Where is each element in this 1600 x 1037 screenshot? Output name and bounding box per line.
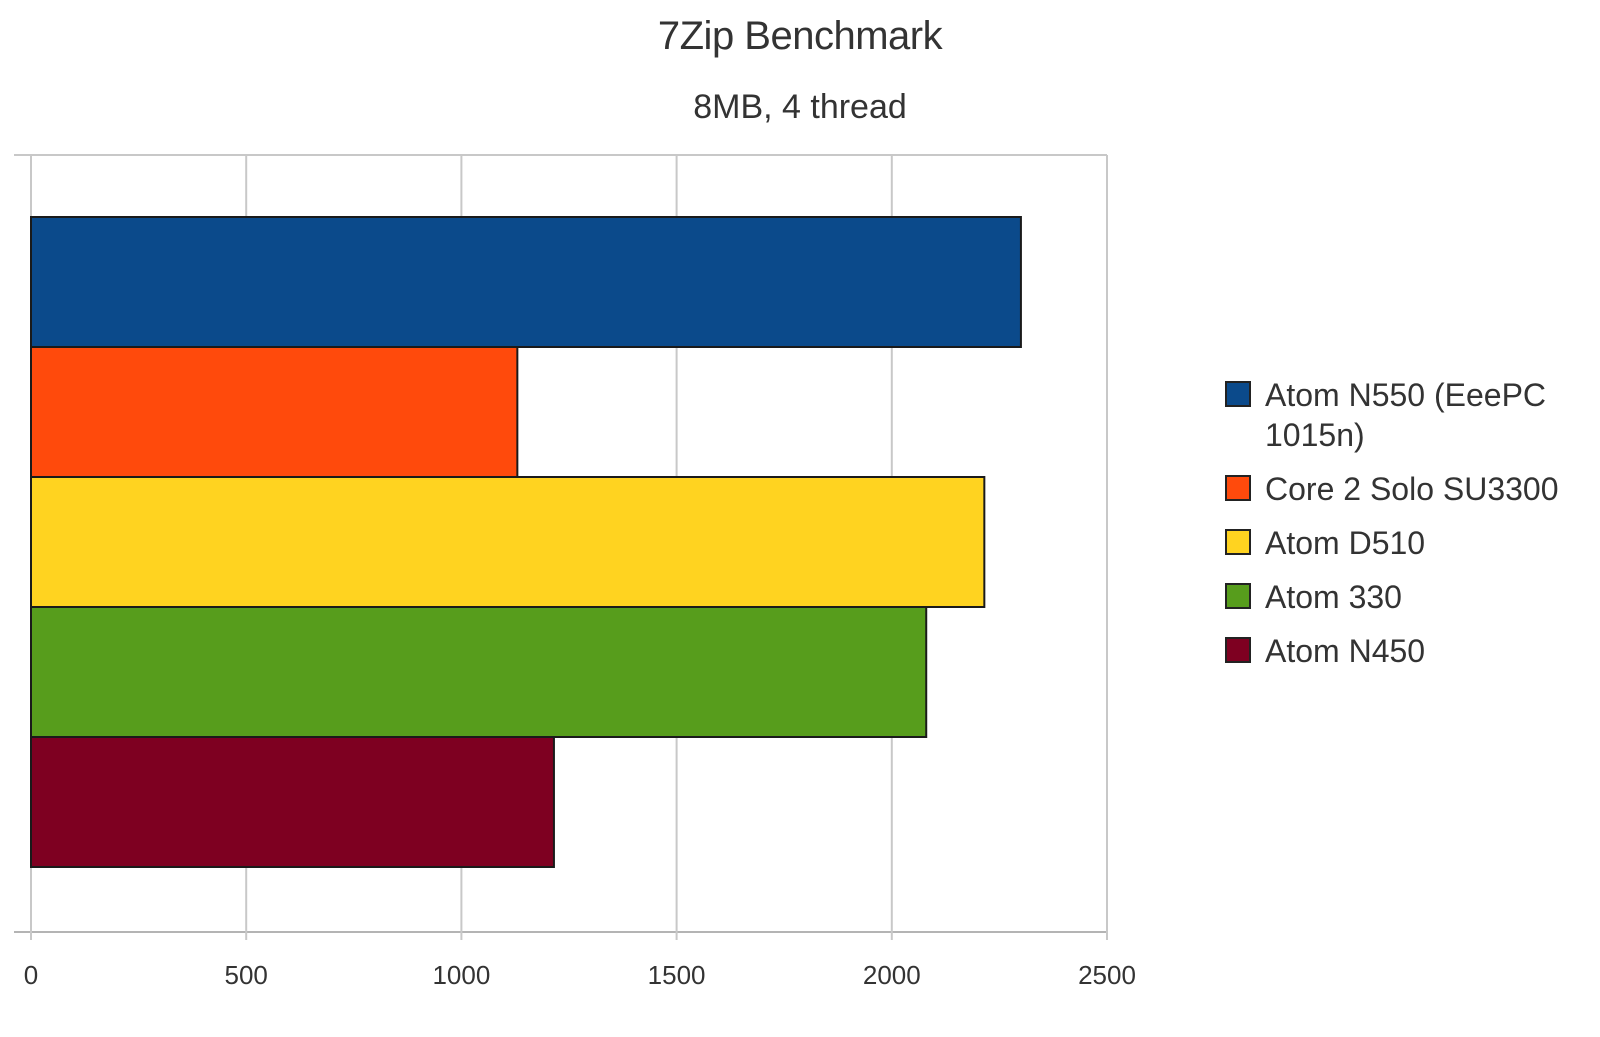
legend-swatch: [1225, 529, 1251, 555]
chart-title: 7Zip Benchmark: [657, 14, 943, 58]
axis-layer: 0 500 1000 1500 2000 2500: [24, 960, 1136, 990]
bar-layer: [30, 216, 1022, 868]
x-tick-label: 1500: [648, 960, 706, 990]
x-tick-label: 0: [24, 960, 38, 990]
legend-label: Atom N550 (EeePC 1015n): [1265, 377, 1547, 453]
legend-item: Atom N550 (EeePC 1015n): [1225, 375, 1595, 455]
bar-1: [30, 216, 1022, 348]
x-tick-label: 2500: [1078, 960, 1136, 990]
bar-4: [30, 606, 928, 738]
x-tick-label: 2000: [863, 960, 921, 990]
legend-label: Atom D510: [1265, 525, 1426, 561]
legend-swatch: [1225, 381, 1251, 407]
legend-label: Core 2 Solo SU3300: [1265, 471, 1559, 507]
legend-item: Atom 330: [1225, 577, 1595, 617]
x-tick-label: 500: [225, 960, 268, 990]
legend: Atom N550 (EeePC 1015n) Core 2 Solo SU330…: [1225, 375, 1595, 685]
chart-subtitle: 8MB, 4 thread: [693, 88, 907, 126]
bar-3: [30, 476, 986, 608]
legend-swatch: [1225, 475, 1251, 501]
legend-item: Atom D510: [1225, 523, 1595, 563]
legend-swatch: [1225, 637, 1251, 663]
legend-item: Atom N450: [1225, 631, 1595, 671]
legend-item: Core 2 Solo SU3300: [1225, 469, 1595, 509]
legend-swatch: [1225, 583, 1251, 609]
bar-2: [30, 346, 519, 478]
x-tick-label: 1000: [432, 960, 490, 990]
legend-label: Atom N450: [1265, 633, 1426, 669]
bar-5: [30, 736, 555, 868]
legend-label: Atom 330: [1265, 579, 1402, 615]
